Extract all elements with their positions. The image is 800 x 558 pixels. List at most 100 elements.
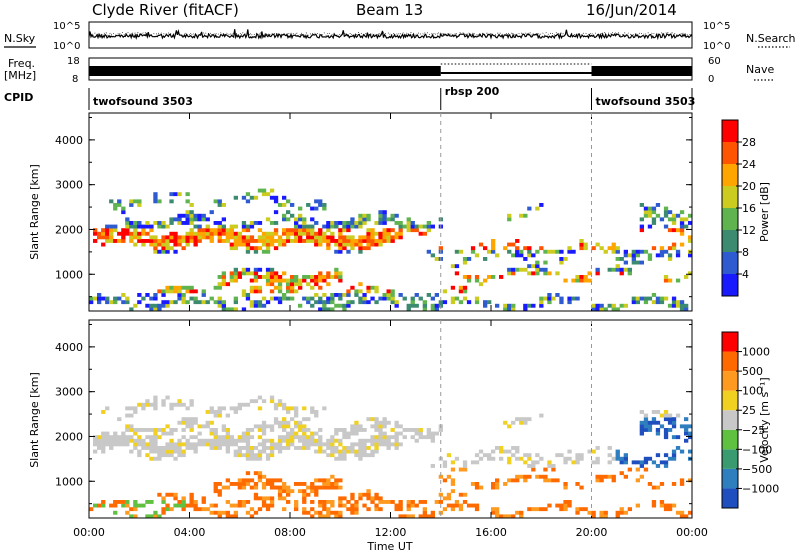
heatmap-cell xyxy=(113,510,118,515)
heatmap-cell xyxy=(338,249,343,254)
heatmap-cell xyxy=(269,424,275,429)
heatmap-cell xyxy=(197,235,202,240)
heatmap-cell xyxy=(209,510,214,515)
heatmap-cell xyxy=(225,478,230,483)
heatmap-cell xyxy=(326,500,331,504)
heatmap-cell xyxy=(141,239,146,243)
heatmap-cell xyxy=(575,456,580,461)
heatmap-cell xyxy=(249,271,255,276)
heatmap-cell xyxy=(286,424,291,429)
heatmap-cell xyxy=(294,431,299,436)
heatmap-cell xyxy=(507,271,512,276)
heatmap-cell xyxy=(290,213,295,218)
heatmap-cell xyxy=(342,239,347,243)
heatmap-cell xyxy=(406,500,411,504)
freq-unit-label: [MHz] xyxy=(4,69,36,82)
heatmap-cell xyxy=(547,296,552,301)
heatmap-cell xyxy=(354,510,359,515)
heatmap-cell xyxy=(265,235,271,240)
heatmap-cell xyxy=(205,438,210,443)
heatmap-cell xyxy=(688,253,693,258)
heatmap-cell xyxy=(221,228,226,233)
heatmap-cell xyxy=(125,424,130,429)
heatmap-cell xyxy=(253,446,259,450)
heatmap-cell xyxy=(474,300,480,305)
heatmap-cell xyxy=(611,456,616,461)
heatmap-cell xyxy=(141,406,146,411)
heatmap-cell xyxy=(237,446,242,450)
heatmap-cell xyxy=(117,239,122,243)
heatmap-cell xyxy=(334,221,339,225)
heatmap-cell xyxy=(249,278,255,283)
heatmap-cell xyxy=(153,449,158,454)
heatmap-cell xyxy=(113,206,118,211)
heatmap-cell xyxy=(527,417,532,422)
heatmap-cell xyxy=(426,431,431,436)
heatmap-cell xyxy=(631,460,636,465)
heatmap-cell xyxy=(326,307,331,312)
heatmap-cell xyxy=(635,296,640,301)
heatmap-cell xyxy=(639,410,644,414)
heatmap-cell xyxy=(326,507,331,512)
heatmap-cell xyxy=(338,246,343,251)
heatmap-cell xyxy=(141,224,146,229)
heatmap-cell xyxy=(583,275,588,279)
heatmap-cell xyxy=(269,453,275,458)
heatmap-cell xyxy=(450,467,456,472)
heatmap-cell xyxy=(667,413,673,418)
heatmap-cell xyxy=(679,217,685,222)
heatmap-cell xyxy=(273,417,279,422)
heatmap-cell xyxy=(245,239,251,243)
heatmap-cell xyxy=(571,460,576,465)
heatmap-cell xyxy=(322,224,327,229)
heatmap-cell xyxy=(302,231,307,236)
heatmap-cell xyxy=(346,293,351,297)
heatmap-cell xyxy=(382,438,387,443)
heatmap-cell xyxy=(261,239,267,243)
heatmap-cell xyxy=(125,510,130,515)
heatmap-cell xyxy=(109,228,114,233)
heatmap-cell xyxy=(346,449,351,454)
heatmap-cell xyxy=(495,510,500,515)
colorbar-step xyxy=(722,186,738,208)
heatmap-cell xyxy=(499,514,504,519)
heatmap-cell xyxy=(153,239,158,243)
heatmap-cell xyxy=(193,449,198,454)
heatmap-cell xyxy=(302,507,307,512)
heatmap-cell xyxy=(261,474,267,479)
heatmap-cell xyxy=(217,413,222,418)
heatmap-cell xyxy=(97,231,102,236)
heatmap-cell xyxy=(157,249,162,254)
heatmap-cell xyxy=(354,453,359,458)
heatmap-cell xyxy=(205,410,210,414)
heatmap-cell xyxy=(169,235,174,240)
heatmap-cell xyxy=(157,303,162,308)
heatmap-cell xyxy=(623,267,628,272)
heatmap-cell xyxy=(165,503,170,508)
heatmap-cell xyxy=(241,485,247,490)
heatmap-cell xyxy=(434,431,439,436)
heatmap-cell xyxy=(257,228,263,233)
heatmap-cell xyxy=(366,217,371,222)
heatmap-cell xyxy=(603,510,608,515)
heatmap-cell xyxy=(269,395,275,400)
heatmap-cell xyxy=(426,514,431,519)
heatmap-cell xyxy=(253,246,259,251)
heatmap-cell xyxy=(213,428,218,432)
heatmap-cell xyxy=(157,446,162,450)
heatmap-cell xyxy=(414,303,419,308)
heatmap-cell xyxy=(257,395,263,400)
heatmap-cell xyxy=(378,210,383,215)
heatmap-cell xyxy=(362,296,367,301)
heatmap-cell xyxy=(121,210,126,215)
heatmap-cell xyxy=(233,235,238,240)
heatmap-cell xyxy=(342,496,347,501)
heatmap-cell xyxy=(547,300,552,305)
heatmap-cell xyxy=(655,410,661,414)
heatmap-cell xyxy=(627,271,632,276)
heatmap-cell xyxy=(450,489,456,494)
heatmap-cell xyxy=(643,460,649,465)
heatmap-cell xyxy=(121,435,126,440)
heatmap-cell xyxy=(382,296,387,301)
heatmap-cell xyxy=(663,206,669,211)
